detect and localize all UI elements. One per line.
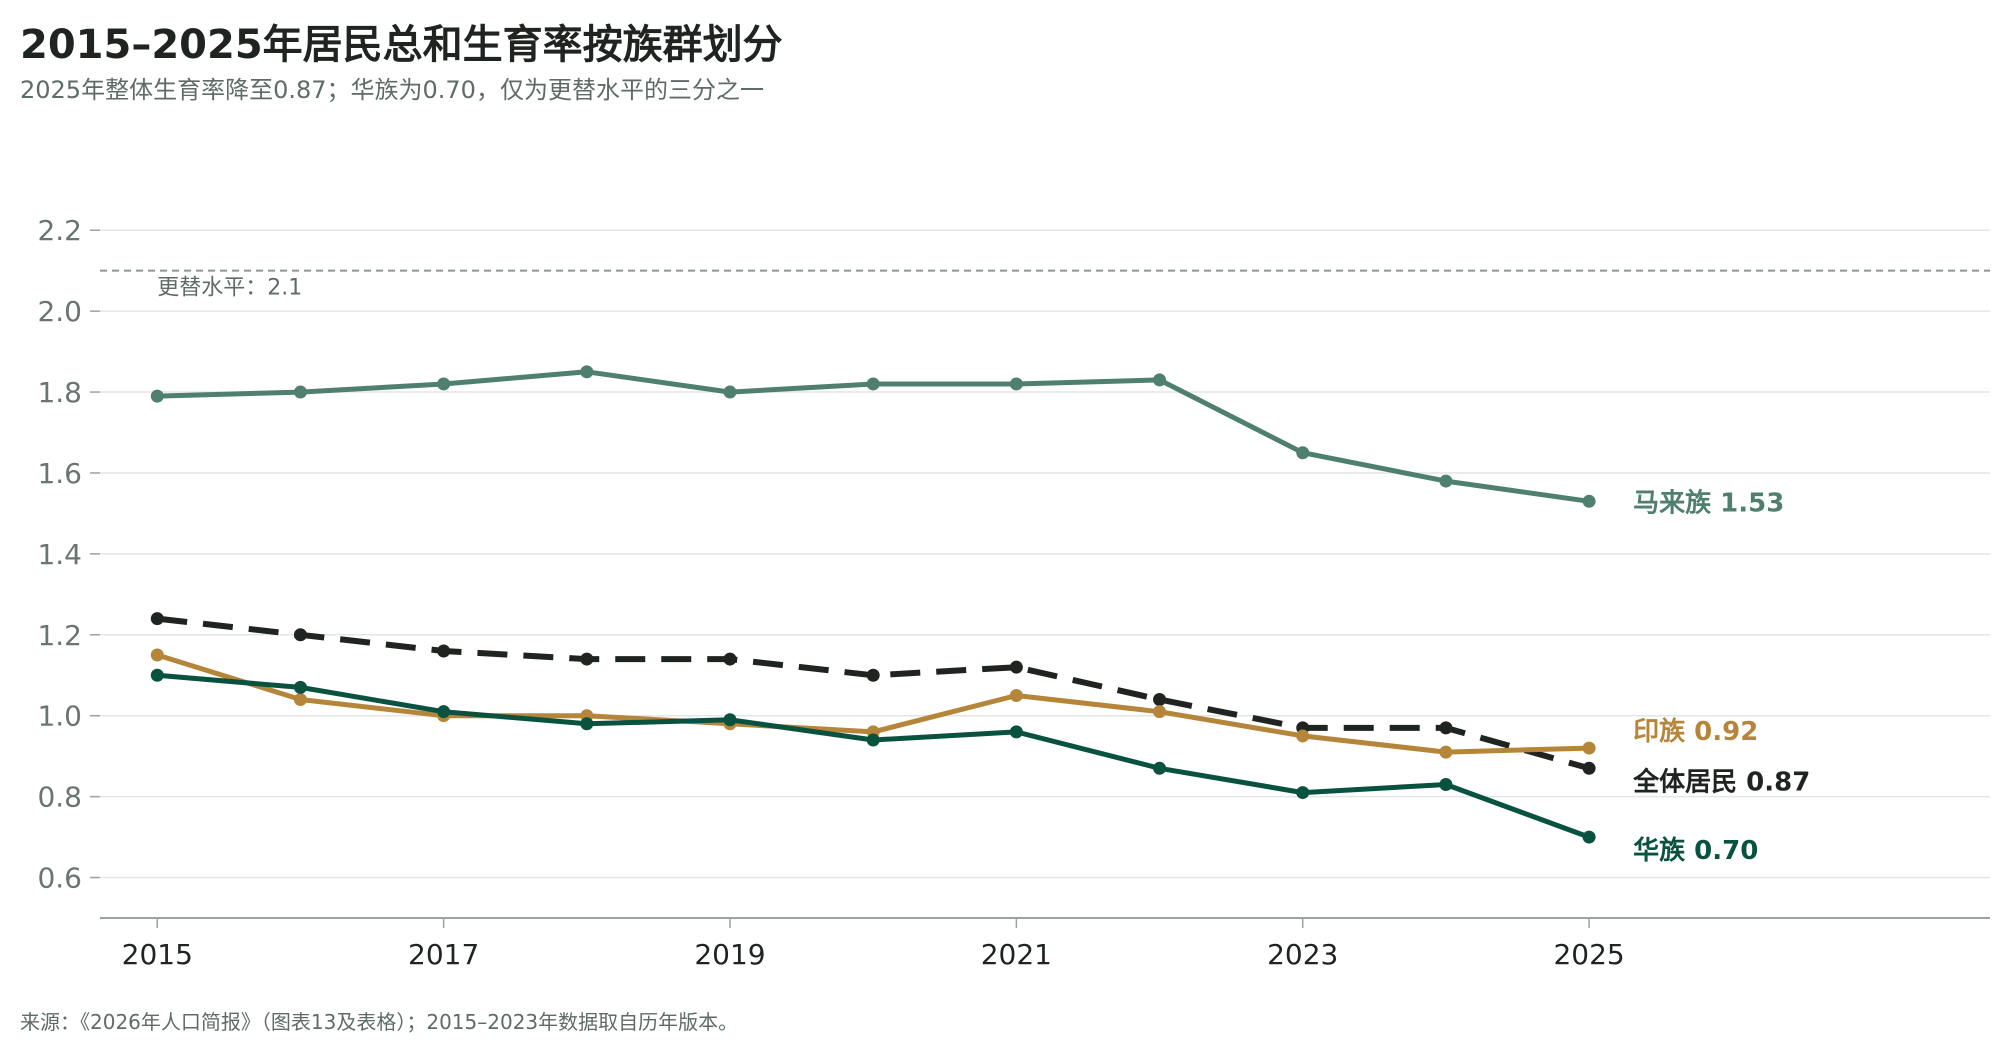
data-point bbox=[1439, 721, 1453, 735]
y-tick-label: 1.0 bbox=[37, 700, 82, 733]
gridlines bbox=[100, 229, 1990, 879]
y-tick-label: 2.0 bbox=[37, 295, 82, 328]
data-point bbox=[580, 365, 594, 379]
data-point bbox=[293, 693, 307, 707]
x-tick-label: 2023 bbox=[1267, 938, 1338, 971]
data-point bbox=[1153, 373, 1167, 387]
data-point bbox=[1582, 494, 1596, 508]
data-point bbox=[1439, 777, 1453, 791]
data-point bbox=[723, 713, 737, 727]
data-point bbox=[723, 385, 737, 399]
data-point bbox=[1009, 688, 1023, 702]
y-tick-label: 1.8 bbox=[37, 376, 82, 409]
x-tick-label: 2015 bbox=[122, 938, 193, 971]
replacement-level-label: 更替水平：2.1 bbox=[157, 276, 302, 301]
data-point bbox=[293, 680, 307, 694]
series-3 bbox=[150, 668, 1596, 844]
data-point bbox=[866, 377, 880, 391]
data-point bbox=[150, 389, 164, 403]
data-point bbox=[437, 644, 451, 658]
y-tick-label: 1.4 bbox=[37, 538, 82, 571]
data-point bbox=[293, 628, 307, 642]
data-point bbox=[1296, 729, 1310, 743]
data-point bbox=[1009, 725, 1023, 739]
replacement-level-reference: 更替水平：2.1 bbox=[100, 269, 1990, 301]
y-tick-label: 0.8 bbox=[37, 781, 82, 814]
data-point bbox=[437, 705, 451, 719]
data-point bbox=[1582, 830, 1596, 844]
series-end-label: 马来族 1.53 bbox=[1633, 487, 1784, 518]
chart-title: 2015–2025年居民总和生育率按族群划分 bbox=[20, 22, 783, 68]
data-point bbox=[580, 717, 594, 731]
data-point bbox=[1153, 761, 1167, 775]
data-point bbox=[1009, 660, 1023, 674]
series-end-label: 印族 0.92 bbox=[1633, 716, 1758, 747]
series-line bbox=[157, 672, 1590, 840]
y-tick-label: 0.6 bbox=[37, 862, 82, 895]
axes: 0.6 0.8 1.0 1.2 1.4 1.6 1.8 2.0 2.2 2015 2017 2019 2… bbox=[37, 214, 1990, 971]
source-note: 来源：《2026年人口简报》（图表13及表格）；2015–2023年数据取自历年… bbox=[20, 1010, 739, 1034]
data-point bbox=[1439, 474, 1453, 488]
x-tick-label: 2019 bbox=[694, 938, 765, 971]
data-point bbox=[1439, 745, 1453, 759]
data-point bbox=[150, 612, 164, 626]
data-point bbox=[150, 668, 164, 682]
data-point bbox=[1582, 741, 1596, 755]
data-point bbox=[1153, 705, 1167, 719]
series-0 bbox=[150, 365, 1596, 508]
series-1 bbox=[150, 612, 1596, 775]
x-tick-label: 2021 bbox=[981, 938, 1052, 971]
data-point bbox=[866, 668, 880, 682]
data-point bbox=[723, 652, 737, 666]
data-point bbox=[1296, 446, 1310, 460]
x-tick-label: 2017 bbox=[408, 938, 479, 971]
series-end-label: 全体居民 0.87 bbox=[1632, 766, 1810, 797]
data-point bbox=[1153, 693, 1167, 707]
chart-subtitle: 2025年整体生育率降至0.87；华族为0.70，仅为更替水平的三分之一 bbox=[20, 76, 764, 104]
series-end-label: 华族 0.70 bbox=[1633, 835, 1758, 866]
data-point bbox=[1582, 761, 1596, 775]
y-tick-label: 2.2 bbox=[37, 214, 82, 247]
line-chart: 更替水平：2.1 0.6 0.8 1.0 1.2 1.4 1.6 1.8 2.0 2.2 2015… bbox=[37, 214, 1990, 971]
data-point bbox=[293, 385, 307, 399]
data-point bbox=[1009, 377, 1023, 391]
series-line bbox=[157, 369, 1590, 504]
data-point bbox=[866, 733, 880, 747]
series-end-labels: 马来族 1.53 全体居民 0.87 印族 0.92 华族 0.70 bbox=[1632, 487, 1810, 866]
y-tick-label: 1.6 bbox=[37, 457, 82, 490]
data-point bbox=[1296, 786, 1310, 800]
x-tick-label: 2025 bbox=[1553, 938, 1624, 971]
data-point bbox=[150, 648, 164, 662]
series-lines bbox=[150, 365, 1596, 844]
y-tick-label: 1.2 bbox=[37, 619, 82, 652]
data-point bbox=[437, 377, 451, 391]
data-point bbox=[580, 652, 594, 666]
